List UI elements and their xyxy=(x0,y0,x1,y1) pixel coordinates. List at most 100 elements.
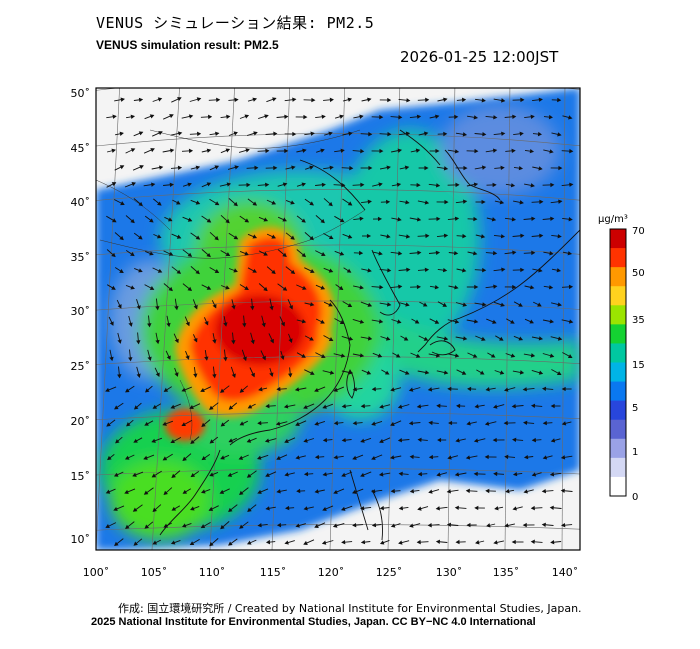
wind-arrow-head xyxy=(328,268,334,273)
colorbar-unit: μg/m³ xyxy=(598,214,628,225)
wind-arrow-head xyxy=(511,217,517,222)
wind-arrow-head xyxy=(511,539,516,545)
wind-arrow-head xyxy=(406,267,411,272)
wind-arrow-head xyxy=(493,471,498,477)
colorbar-label: 15 xyxy=(632,360,645,371)
wind-arrow-head xyxy=(303,506,308,511)
wind-arrow-head xyxy=(290,269,296,274)
wind-arrow-head xyxy=(265,403,270,409)
wind-arrow-head xyxy=(511,148,516,153)
wind-arrow-head xyxy=(504,523,509,528)
wind-arrow-head xyxy=(322,404,327,409)
wind-arrow-head xyxy=(162,456,168,461)
wind-arrow-head xyxy=(378,251,383,256)
colorbar-segment xyxy=(610,267,626,287)
wind-arrow-head xyxy=(125,388,130,393)
wind-arrow-head xyxy=(244,251,249,256)
wind-arrow-head xyxy=(409,488,415,494)
wind-arrow-head xyxy=(195,165,201,170)
wind-arrow-head xyxy=(339,218,345,223)
wind-arrow-head xyxy=(328,201,333,207)
wind-arrow-head xyxy=(111,148,116,153)
wind-arrow-head xyxy=(189,541,195,546)
lon-label: 125˚ xyxy=(376,566,403,579)
wind-arrow-head xyxy=(378,182,383,187)
wind-arrow-head xyxy=(387,131,392,137)
wind-arrow-head xyxy=(204,320,209,326)
wind-arrow-head xyxy=(512,437,517,442)
wind-arrow-head xyxy=(157,201,162,206)
title-japanese: VENUS シミュレーション結果: PM2.5 xyxy=(96,14,375,32)
wind-arrow-head xyxy=(341,182,346,188)
wind-arrow-head xyxy=(405,131,411,136)
wind-arrow-head xyxy=(519,131,524,137)
wind-arrow-head xyxy=(379,148,384,154)
wind-arrow-head xyxy=(379,540,385,545)
wind-arrow-head xyxy=(501,131,506,136)
wind-arrow-head xyxy=(531,472,537,477)
wind-arrow-head xyxy=(499,336,504,341)
wind-arrow-head xyxy=(246,540,252,545)
wind-arrow-head xyxy=(550,438,556,443)
wind-arrow-head xyxy=(405,302,410,307)
wind-arrow-head xyxy=(322,472,327,477)
wind-arrow-head xyxy=(181,523,187,528)
wind-arrow-head xyxy=(119,131,124,136)
wind-arrow-head xyxy=(288,373,293,378)
wind-arrow-head xyxy=(214,235,219,241)
wind-arrow-head xyxy=(114,405,119,410)
wind-arrow-head xyxy=(225,218,230,224)
wind-arrow-head xyxy=(247,507,252,513)
wind-arrow-head xyxy=(228,507,233,512)
wind-arrow-head xyxy=(295,455,300,460)
wind-arrow-head xyxy=(436,403,441,409)
wind-arrow-head xyxy=(348,131,353,136)
wind-arrow-head xyxy=(561,523,566,528)
wind-arrow-head xyxy=(193,373,198,378)
wind-arrow-head xyxy=(568,284,574,290)
wind-arrow-head xyxy=(531,437,537,443)
wind-arrow-head xyxy=(276,386,281,392)
wind-arrow-head xyxy=(223,357,228,362)
wind-arrow-head xyxy=(549,505,554,511)
wind-arrow-head xyxy=(280,321,285,327)
wind-arrow-head xyxy=(347,234,353,239)
wind-arrow-head xyxy=(284,472,289,477)
colorbar-segment xyxy=(610,457,626,478)
wind-arrow-head xyxy=(414,319,420,324)
wind-arrow-head xyxy=(301,319,307,324)
wind-arrow-head xyxy=(263,251,268,256)
wind-arrow-head xyxy=(228,405,234,410)
wind-arrow-head xyxy=(253,131,258,136)
wind-arrow-head xyxy=(257,455,262,460)
wind-arrow-head xyxy=(155,306,160,311)
wind-arrow-head xyxy=(379,285,384,290)
wind-arrow-head xyxy=(454,505,459,510)
wind-arrow-head xyxy=(454,285,459,290)
wind-arrow-head xyxy=(111,285,116,290)
wind-arrow-head xyxy=(152,540,158,545)
wind-arrow-head xyxy=(145,388,150,393)
wind-arrow-head xyxy=(435,114,440,119)
wind-arrow-head xyxy=(465,488,470,494)
wind-arrow-head xyxy=(220,524,225,530)
wind-arrow-head xyxy=(523,455,529,460)
wind-arrow-head xyxy=(379,505,384,511)
wind-arrow-head xyxy=(233,235,239,240)
wind-arrow-head xyxy=(446,522,452,528)
lat-label: 40˚ xyxy=(71,196,91,209)
license-line: 2025 National Institute for Environmenta… xyxy=(91,616,536,628)
wind-arrow-head xyxy=(245,148,250,153)
wind-arrow-head xyxy=(473,251,478,256)
wind-arrow-head xyxy=(558,165,563,171)
wind-arrow-head xyxy=(130,114,136,120)
wind-arrow-head xyxy=(443,336,449,341)
wind-arrow-head xyxy=(340,148,345,153)
wind-arrow-head xyxy=(138,131,144,136)
wind-arrow-head xyxy=(109,356,114,362)
wind-arrow-head xyxy=(295,523,300,528)
wind-arrow-head xyxy=(189,405,194,409)
pm25-map: 50˚ 45˚ 40˚ 35˚ 30˚ 25˚ 20˚ 15˚ 10˚ 100˚… xyxy=(71,87,645,579)
wind-arrow-head xyxy=(227,472,233,477)
wind-arrow-head xyxy=(207,114,213,120)
